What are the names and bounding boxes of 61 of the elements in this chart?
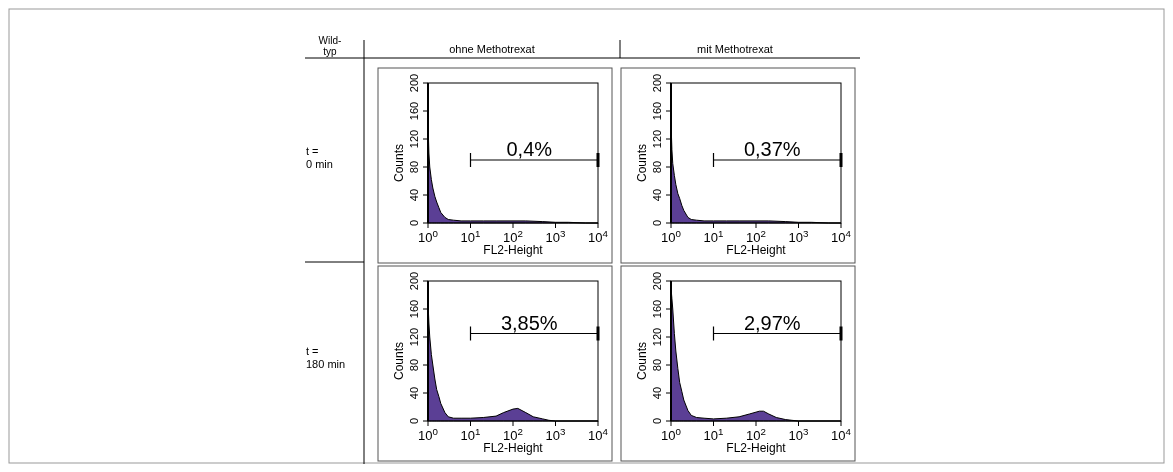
x-tick-label: 10$^{2}$ bbox=[503, 227, 523, 245]
y-tick-label: 160 bbox=[651, 299, 663, 319]
y-tick-label: 0 bbox=[408, 417, 420, 425]
y-tick-label: 40 bbox=[651, 188, 663, 202]
y-tick-label: 200 bbox=[408, 271, 420, 291]
text: mit Methotrexat bbox=[697, 43, 773, 55]
y-tick-label: 160 bbox=[408, 101, 420, 121]
x-tick-label: 10$^{0}$ bbox=[661, 227, 682, 245]
text: t = 180 min bbox=[306, 345, 346, 370]
x-tick-label: 10$^{3}$ bbox=[788, 425, 809, 443]
y-tick-label: 40 bbox=[408, 188, 420, 202]
y-tick-label: 80 bbox=[651, 358, 663, 372]
y-tick-label: 0 bbox=[408, 219, 420, 227]
y-tick-label: 0 bbox=[651, 417, 663, 425]
x-tick-label: 10$^{1}$ bbox=[460, 227, 481, 245]
x-tick-label: 10$^{3}$ bbox=[788, 227, 809, 245]
text: Wild-typ bbox=[318, 35, 342, 57]
y-tick-label: 200 bbox=[651, 271, 663, 291]
y-axis-title: Counts bbox=[392, 143, 406, 183]
y-tick-label: 200 bbox=[651, 73, 663, 93]
x-tick-label: 10$^{0}$ bbox=[418, 227, 439, 245]
x-tick-label: 10$^{3}$ bbox=[545, 227, 566, 245]
y-tick-label: 80 bbox=[651, 160, 663, 174]
x-tick-label: 10$^{0}$ bbox=[661, 425, 682, 443]
y-tick-label: 160 bbox=[651, 101, 663, 121]
y-tick-label: 0 bbox=[651, 219, 663, 227]
x-tick-label: 10$^{1}$ bbox=[703, 425, 724, 443]
text: t = 0 min bbox=[306, 145, 333, 170]
x-tick-label: 10$^{4}$ bbox=[831, 227, 852, 245]
x-axis-title: FL2-Height bbox=[726, 441, 787, 455]
legend-label: 3,85% bbox=[500, 311, 558, 334]
y-axis-title: Counts bbox=[392, 341, 406, 381]
x-tick-label: 10$^{2}$ bbox=[746, 227, 766, 245]
x-tick-label: 10$^{1}$ bbox=[460, 425, 481, 443]
y-tick-label: 40 bbox=[651, 386, 663, 400]
y-axis-title: Counts bbox=[635, 341, 649, 381]
y-tick-label: 80 bbox=[408, 160, 420, 174]
x-tick-label: 10$^{4}$ bbox=[588, 227, 609, 245]
x-axis-title: FL2-Height bbox=[483, 441, 544, 455]
x-tick-label: 10$^{0}$ bbox=[418, 425, 439, 443]
x-tick-label: 10$^{4}$ bbox=[831, 425, 852, 443]
legend-label: 2,97% bbox=[743, 311, 801, 334]
x-tick-label: 10$^{2}$ bbox=[503, 425, 523, 443]
x-axis-title: FL2-Height bbox=[726, 243, 787, 257]
y-tick-label: 120 bbox=[408, 327, 420, 347]
y-axis-title: Counts bbox=[635, 143, 649, 183]
y-tick-label: 120 bbox=[408, 129, 420, 149]
legend-label: 0,37% bbox=[743, 138, 801, 160]
x-tick-label: 10$^{4}$ bbox=[588, 425, 609, 443]
text: ohne Methotrexat bbox=[449, 43, 535, 55]
y-tick-label: 120 bbox=[651, 129, 663, 149]
legend-label: 0,4% bbox=[506, 138, 553, 160]
x-tick-label: 10$^{2}$ bbox=[746, 425, 766, 443]
y-tick-label: 200 bbox=[408, 73, 420, 93]
x-axis-title: FL2-Height bbox=[483, 243, 544, 257]
y-tick-label: 80 bbox=[408, 358, 420, 372]
x-tick-label: 10$^{1}$ bbox=[703, 227, 724, 245]
y-tick-label: 120 bbox=[651, 327, 663, 347]
y-tick-label: 40 bbox=[408, 386, 420, 400]
x-tick-label: 10$^{3}$ bbox=[545, 425, 566, 443]
y-tick-label: 160 bbox=[408, 299, 420, 319]
